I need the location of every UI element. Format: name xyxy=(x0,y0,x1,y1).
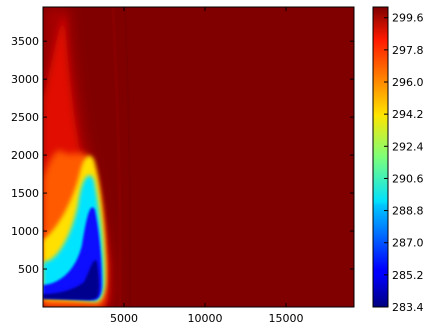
cold-core xyxy=(43,260,100,300)
y-tick-label: 2000 xyxy=(11,149,39,162)
colorbar-tick-label: 287.0 xyxy=(392,237,424,250)
x-axis: 5000 10000 15000 xyxy=(110,7,303,325)
colorbar-tick-label: 297.8 xyxy=(392,44,424,57)
plot-area xyxy=(43,7,354,307)
colorbar-gradient xyxy=(373,7,388,307)
colorbar-tick-label: 285.2 xyxy=(392,269,424,282)
faint-ripple-2 xyxy=(124,7,132,307)
x-tick-label: 5000 xyxy=(110,312,138,325)
colorbar-tick-label: 290.6 xyxy=(392,172,424,185)
x-tick-label: 15000 xyxy=(268,312,303,325)
colorbar-tick-label: 296.0 xyxy=(392,76,424,89)
faint-ripple-1 xyxy=(111,7,122,307)
y-tick-label: 3500 xyxy=(11,35,39,48)
colorbar-tick-label: 283.4 xyxy=(392,301,424,314)
colorbar-tick-label: 292.4 xyxy=(392,140,424,153)
colorbar-tick-label: 288.8 xyxy=(392,205,424,218)
colorbar-tick-label: 294.2 xyxy=(392,108,424,121)
y-tick-label: 1500 xyxy=(11,187,39,200)
y-tick-label: 3000 xyxy=(11,73,39,86)
colorbar-axis: 283.4 285.2 287.0 288.8 290.6 292.4 294.2 296.0… xyxy=(384,12,424,314)
colorbar-tick-label: 299.6 xyxy=(392,12,424,25)
x-tick-label: 10000 xyxy=(187,312,222,325)
colorbar-frame xyxy=(372,6,389,308)
plot-frame xyxy=(42,6,355,308)
y-axis: 500 1000 1500 2000 2500 3000 3500 xyxy=(11,35,354,276)
y-tick-label: 1000 xyxy=(11,225,39,238)
y-tick-label: 500 xyxy=(18,263,39,276)
y-tick-label: 2500 xyxy=(11,111,39,124)
